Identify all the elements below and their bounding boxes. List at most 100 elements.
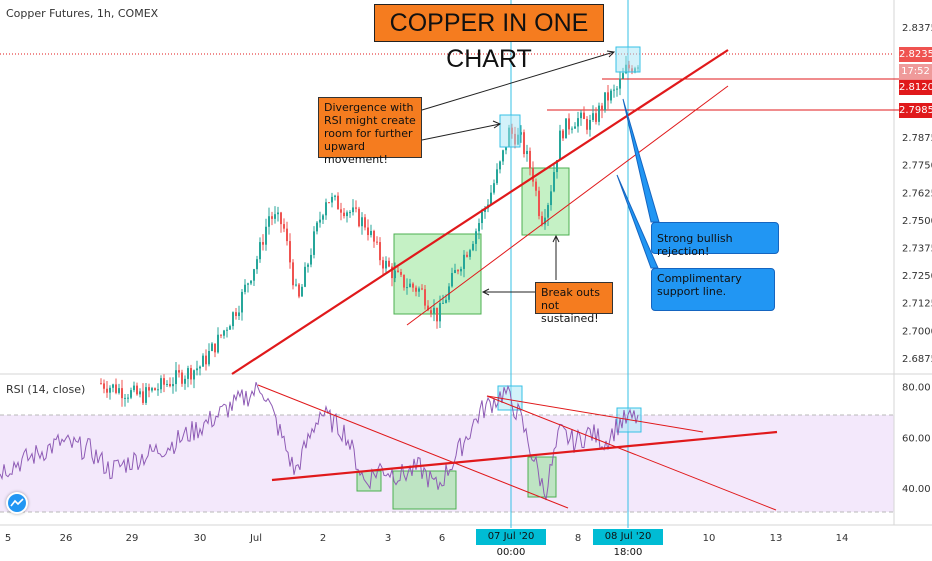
candle-body — [469, 250, 471, 257]
candle-body — [364, 217, 366, 228]
candle-body — [109, 387, 111, 393]
candle-body — [442, 302, 444, 304]
candle-body — [373, 230, 375, 242]
candle-body — [586, 118, 588, 130]
rsi-line — [0, 382, 639, 501]
annotation-arrows — [421, 50, 616, 296]
candle-body — [139, 391, 141, 395]
symbol-header: Copper Futures, 1h, COMEX — [6, 7, 159, 20]
candle-body — [181, 372, 183, 384]
candle-body — [565, 118, 567, 139]
candle-body — [385, 260, 387, 269]
candle-body — [193, 370, 195, 380]
candle-body — [124, 397, 126, 399]
time-axis: 5 26 29 30 Jul 2 3 6 8 10 13 14 — [5, 533, 849, 544]
candle-body — [292, 262, 294, 286]
candle-body — [283, 224, 285, 229]
candle-body — [577, 118, 579, 127]
candle-body — [310, 254, 312, 265]
candle-body — [175, 370, 177, 385]
candle-body — [619, 78, 621, 89]
price-tick-label: 2.7375 — [902, 243, 932, 254]
candle-body — [361, 217, 363, 227]
candle-body — [358, 208, 360, 227]
candle-body — [259, 242, 261, 260]
price-tick-label: 2.7250 — [902, 271, 932, 282]
candle-body — [448, 286, 450, 300]
candle-body — [172, 384, 174, 387]
candle-body — [142, 391, 144, 403]
price-tick-label: 2.8375 — [902, 23, 932, 34]
note-breakouts: Break outs not sustained! — [535, 282, 613, 325]
candle-body — [529, 150, 531, 169]
candle-body — [475, 231, 477, 244]
candle-body — [256, 259, 258, 270]
candle-body — [301, 286, 303, 297]
candle-body — [454, 270, 456, 274]
candle-body — [133, 385, 135, 391]
candle-body — [457, 270, 459, 272]
candle-body — [394, 270, 396, 279]
candle-body — [349, 212, 351, 214]
candle-body — [271, 216, 273, 219]
time-tick-label: Jul — [249, 533, 262, 544]
price-tick-label: 2.7750 — [902, 161, 932, 172]
candle-body — [406, 287, 408, 289]
candle-body — [160, 378, 162, 390]
price-tick-label: 2.7125 — [902, 299, 932, 310]
candle-body — [184, 378, 186, 384]
candle-body — [328, 202, 330, 204]
time-tick-label: 13 — [770, 533, 783, 544]
candle-body — [367, 227, 369, 236]
candle-body — [397, 270, 399, 272]
candle-body — [613, 89, 615, 91]
candle-body — [541, 216, 543, 225]
candle-body — [370, 230, 372, 236]
candle-body — [316, 222, 318, 232]
candle-body — [325, 202, 327, 216]
candle-body — [589, 119, 591, 130]
candle-body — [379, 242, 381, 261]
candle-body — [343, 212, 345, 217]
candle-body — [478, 223, 480, 232]
candle-body — [247, 283, 249, 285]
support-trendline — [406, 85, 729, 326]
candle-body — [607, 92, 609, 101]
candle-body — [535, 181, 537, 191]
candle-body — [226, 329, 228, 331]
time-tick-label: 26 — [60, 533, 73, 544]
time-tick-label: 2 — [320, 533, 326, 544]
candle-body — [334, 195, 336, 197]
candle-body — [298, 284, 300, 297]
candle-body — [610, 90, 612, 101]
tradingview-logo[interactable] — [6, 492, 28, 514]
candle-body — [286, 228, 288, 242]
candle-body — [100, 383, 102, 385]
candle-body — [319, 219, 321, 223]
rsi-tick-label: 40.00 — [902, 484, 931, 495]
candle-body — [430, 310, 432, 314]
candle-body — [352, 207, 354, 213]
candle-body — [154, 388, 156, 391]
candle-body — [211, 343, 213, 351]
candle-body — [415, 287, 417, 292]
candle-body — [556, 160, 558, 173]
candle-body — [304, 266, 306, 287]
candle-body — [235, 312, 237, 316]
candle-body — [547, 205, 549, 218]
candle-body — [571, 128, 573, 130]
candle-body — [220, 334, 222, 336]
candle-body — [451, 273, 453, 287]
candle-body — [532, 168, 534, 182]
candle-body — [598, 105, 600, 122]
time-tick-label: 30 — [194, 533, 207, 544]
candle-body — [115, 384, 117, 393]
candle-body — [403, 274, 405, 288]
rsi-trend-down-1 — [257, 384, 569, 509]
candle-body — [376, 241, 378, 243]
candle-body — [490, 192, 492, 205]
rsi-trend-up — [271, 430, 778, 482]
candle-body — [439, 303, 441, 322]
candle-body — [418, 288, 420, 292]
